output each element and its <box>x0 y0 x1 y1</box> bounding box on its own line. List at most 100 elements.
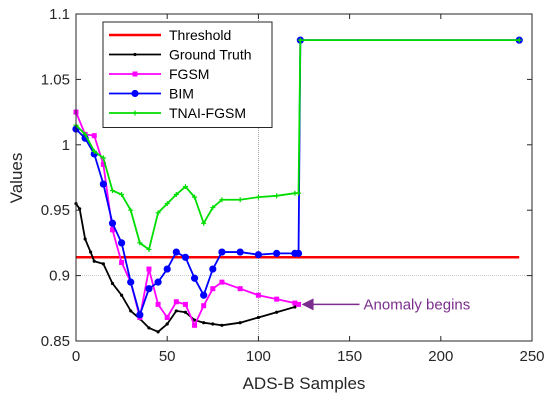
data-point-ground-truth <box>129 309 133 313</box>
legend-label: BIM <box>169 86 194 102</box>
data-point-tnai-fgsm <box>255 194 261 200</box>
data-point-bim <box>254 251 262 259</box>
annotation-arrow-head <box>301 298 314 311</box>
data-point-tnai-fgsm <box>219 197 225 203</box>
x-tick-label: 50 <box>159 348 176 365</box>
data-point-fgsm <box>192 322 198 328</box>
data-point-bim <box>145 285 153 293</box>
data-point-tnai-fgsm <box>100 155 106 161</box>
data-point-bim <box>108 219 117 227</box>
data-point-fgsm <box>155 301 161 307</box>
data-point-tnai-fgsm <box>237 197 243 203</box>
data-point-bim <box>190 274 199 282</box>
data-point-ground-truth <box>110 281 115 286</box>
y-tick-label: 1.05 <box>41 71 70 88</box>
data-point-tnai-fgsm <box>109 188 115 194</box>
data-point-fgsm <box>182 301 188 307</box>
data-point-tnai-fgsm <box>164 201 170 207</box>
data-point-fgsm <box>201 303 207 309</box>
data-point-fgsm <box>100 161 106 167</box>
data-point-fgsm <box>210 286 216 292</box>
data-point-ground-truth <box>156 330 160 334</box>
annotation-text: Anomaly begins <box>364 296 471 313</box>
data-point-fgsm <box>274 296 280 302</box>
x-tick-label: 0 <box>72 348 80 365</box>
data-point-ground-truth <box>101 262 105 266</box>
legend-label: Ground Truth <box>169 47 252 63</box>
y-tick-label: 0.9 <box>49 268 70 285</box>
x-tick-label: 100 <box>246 348 271 365</box>
data-point-fgsm <box>164 314 170 320</box>
data-point-bim <box>172 248 180 256</box>
data-point-tnai-fgsm <box>137 240 143 246</box>
legend-swatch-marker <box>132 110 138 116</box>
data-point-ground-truth <box>120 293 124 297</box>
y-tick-label: 0.95 <box>41 202 70 219</box>
data-point-tnai-fgsm <box>274 193 280 199</box>
data-point-fgsm <box>119 260 125 266</box>
series-bim <box>72 36 523 319</box>
legend-swatch-marker <box>131 89 139 98</box>
data-point-ground-truth <box>211 322 215 326</box>
data-point-tnai-fgsm <box>296 190 302 196</box>
data-point-ground-truth <box>293 305 297 309</box>
legend-item-tnai-fgsm: TNAI-FGSM <box>109 105 246 121</box>
legend: Threshold Ground Truth FGSM BIM TNAI-FGSM <box>102 21 273 128</box>
data-point-ground-truth <box>147 326 151 330</box>
data-point-bim <box>127 278 135 286</box>
y-tick-label: 1 <box>62 137 70 154</box>
data-point-fgsm <box>109 227 115 233</box>
data-point-ground-truth <box>202 321 206 325</box>
x-axis-ticks: 0 50 100 150 200 250 <box>72 14 545 365</box>
series-line-ground-truth <box>75 203 300 333</box>
data-point-fgsm <box>292 300 298 306</box>
series-line-fgsm <box>75 111 299 328</box>
data-point-tnai-fgsm <box>146 246 152 252</box>
legend-item-threshold: Threshold <box>109 27 231 43</box>
data-point-tnai-fgsm <box>173 192 179 198</box>
data-point-bim <box>99 180 107 188</box>
data-point-fgsm <box>173 299 179 305</box>
data-point-ground-truth <box>78 207 82 211</box>
data-point-ground-truth <box>183 310 188 314</box>
legend-item-ground-truth: Ground Truth <box>109 47 252 63</box>
data-point-tnai-fgsm <box>516 37 522 43</box>
data-point-bim <box>200 291 208 299</box>
series-group <box>72 36 523 334</box>
data-point-tnai-fgsm <box>182 184 188 190</box>
data-point-fgsm <box>91 133 97 139</box>
data-point-tnai-fgsm <box>297 37 303 43</box>
data-point-bim <box>218 248 226 256</box>
data-point-fgsm <box>219 279 225 285</box>
data-point-bim <box>163 265 171 273</box>
x-axis-label: ADS-B Samples <box>243 374 366 393</box>
data-point-ground-truth <box>174 309 178 313</box>
legend-label: TNAI-FGSM <box>169 105 246 121</box>
x-tick-label: 150 <box>337 348 362 365</box>
data-point-bim <box>154 278 162 286</box>
data-point-tnai-fgsm <box>210 205 216 211</box>
data-point-fgsm <box>296 301 302 307</box>
legend-swatch-marker <box>133 52 137 57</box>
data-point-tnai-fgsm <box>119 192 125 198</box>
data-point-ground-truth <box>88 250 93 254</box>
data-point-ground-truth <box>192 318 197 322</box>
x-tick-label: 250 <box>519 348 544 365</box>
data-point-ground-truth <box>275 310 279 314</box>
data-point-tnai-fgsm <box>91 148 97 154</box>
data-point-bim <box>294 249 303 257</box>
data-point-tnai-fgsm <box>201 220 207 226</box>
y-tick-label: 0.85 <box>41 333 70 350</box>
data-point-ground-truth <box>92 259 96 263</box>
data-point-ground-truth <box>165 322 169 326</box>
legend-item-fgsm: FGSM <box>109 66 209 82</box>
data-point-bim <box>136 311 144 319</box>
data-point-tnai-fgsm <box>155 210 161 216</box>
data-point-ground-truth <box>238 321 242 325</box>
data-point-bim <box>273 249 281 257</box>
data-point-bim <box>236 248 244 256</box>
series-tnai-fgsm <box>73 37 522 252</box>
x-tick-label: 200 <box>428 348 453 365</box>
data-point-ground-truth <box>256 315 260 320</box>
series-line-tnai-fgsm <box>75 39 520 251</box>
